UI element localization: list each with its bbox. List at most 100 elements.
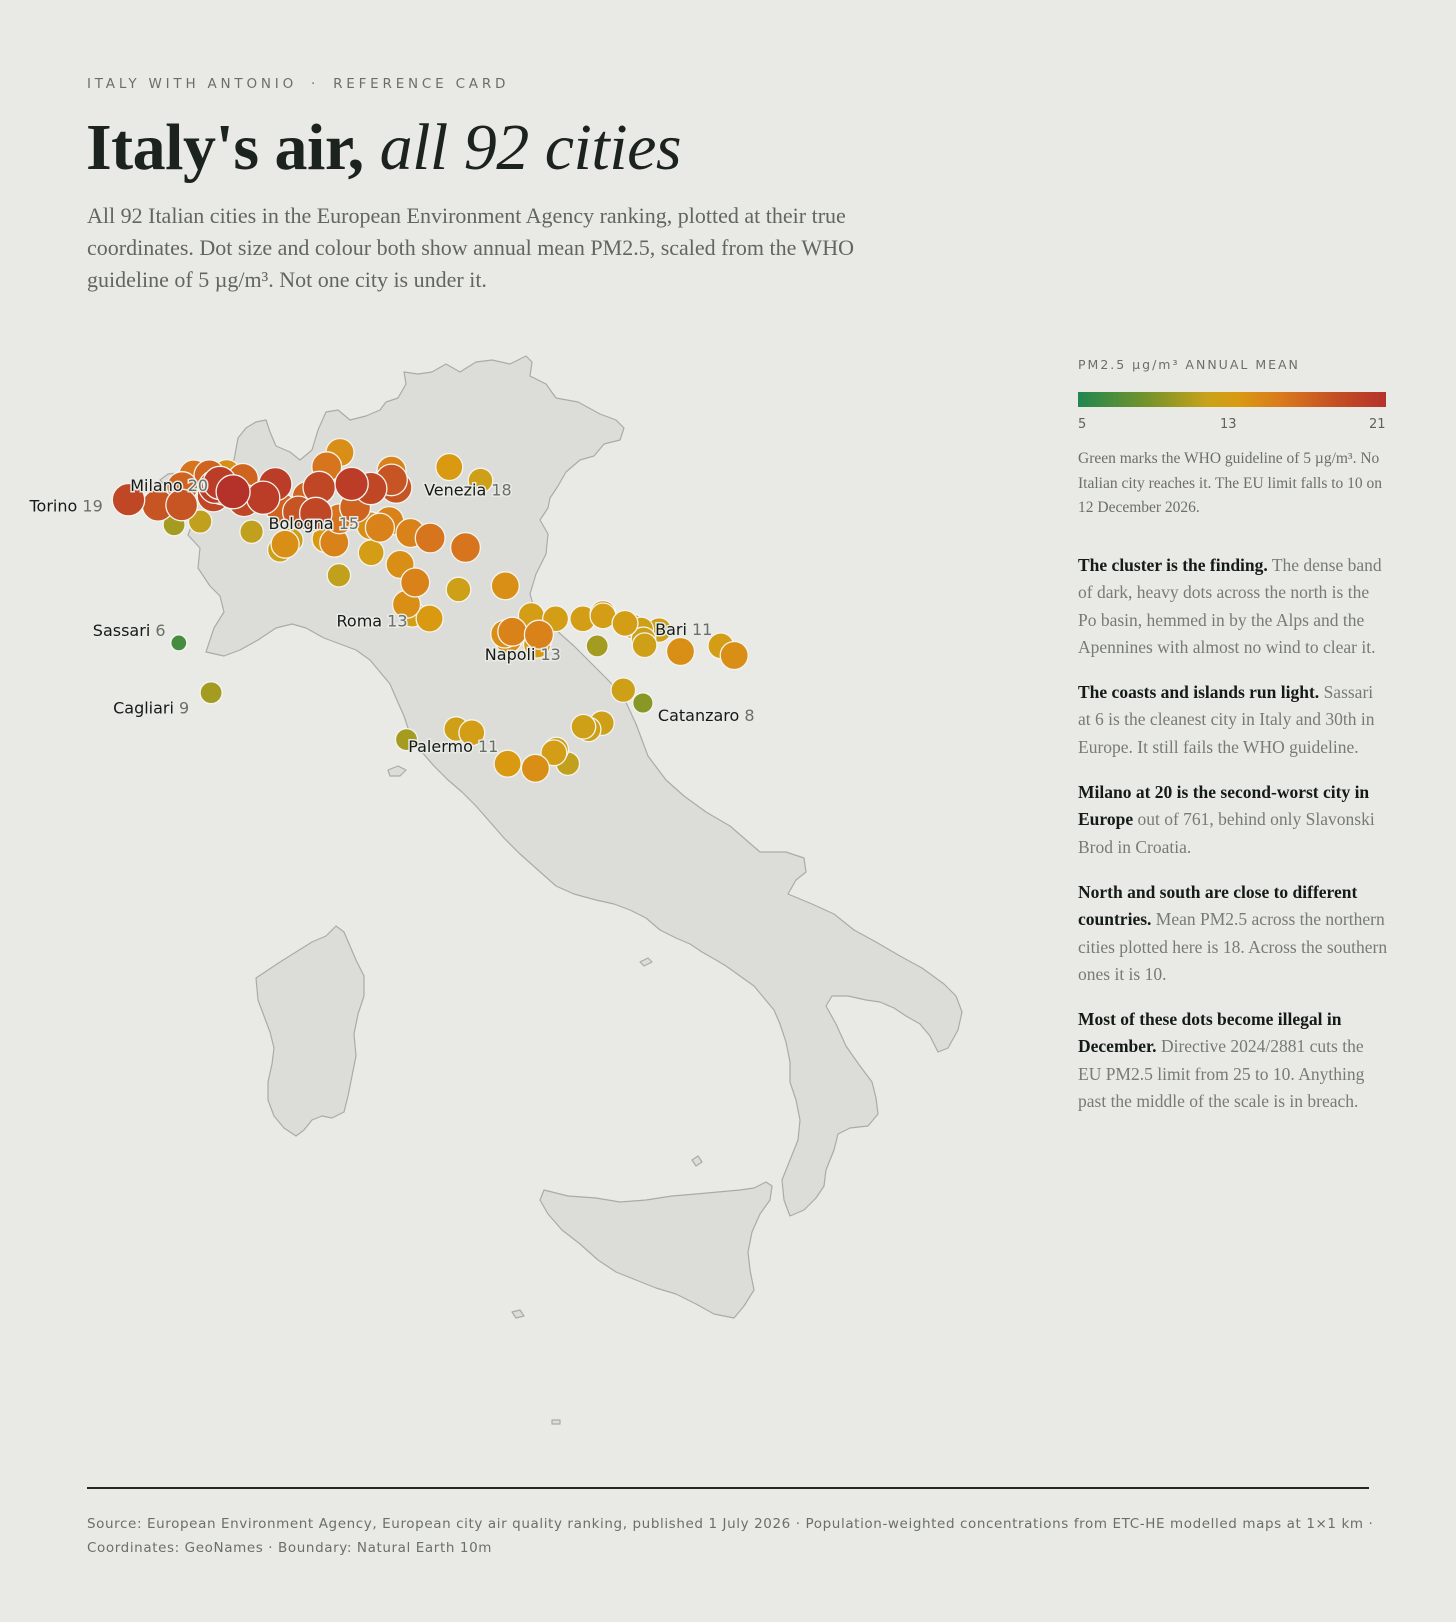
eyebrow: ITALY WITH ANTONIO · REFERENCE CARD xyxy=(87,76,509,92)
city-dot xyxy=(199,681,223,705)
city-label-value: 9 xyxy=(174,699,189,718)
lipari-outline xyxy=(691,1155,703,1167)
city-dot xyxy=(520,753,551,783)
city-dot xyxy=(187,509,213,534)
source-note: Source: European Environment Agency, Eur… xyxy=(87,1516,1374,1556)
city-dot xyxy=(435,452,464,482)
city-dot xyxy=(445,576,472,603)
page-title: Italy's air, all 92 cities xyxy=(86,108,682,188)
city-label-torino: Torino 19 xyxy=(29,497,103,516)
city-dot xyxy=(364,512,396,543)
city-dot xyxy=(585,634,609,658)
city-dot xyxy=(467,467,494,494)
city-label-value: 6 xyxy=(150,621,165,640)
city-label-name: Napoli xyxy=(485,645,536,664)
city-dot xyxy=(394,727,419,752)
finding-milano: Milano at 20 is the second-worst city in… xyxy=(1078,782,1375,857)
city-dot xyxy=(490,571,520,601)
city-label-venezia: Venezia 18 xyxy=(424,481,512,500)
italy-map: Milano 20 Venezia 18 Torino 19 Bologna 15 Ro… xyxy=(27,355,963,1425)
city-dot xyxy=(449,531,482,564)
title-bold: Italy's air, xyxy=(86,111,364,184)
city-label-value: 8 xyxy=(739,706,754,725)
city-dot xyxy=(165,488,199,522)
city-label-value: 18 xyxy=(486,481,511,500)
city-label-name: Cagliari xyxy=(113,699,174,718)
city-label-catanzaro: Catanzaro 8 xyxy=(658,706,755,725)
city-dot xyxy=(270,529,300,559)
city-label-cagliari: Cagliari 9 xyxy=(113,699,189,718)
footer-divider xyxy=(87,1487,1369,1489)
city-dot xyxy=(414,522,446,554)
city-dot xyxy=(631,632,658,659)
city-dot xyxy=(415,604,444,633)
city-dot xyxy=(400,567,431,598)
city-dot xyxy=(610,677,637,704)
city-dot xyxy=(334,466,369,502)
city-dot xyxy=(215,474,251,510)
finding-cluster: The cluster is the finding. The dense ba… xyxy=(1078,555,1382,657)
legend-mid: 13 xyxy=(1220,417,1237,432)
findings-list: The cluster is the finding. The dense ba… xyxy=(1078,552,1388,1133)
city-label-name: Milano xyxy=(130,476,182,495)
city-label-value: 11 xyxy=(687,620,712,639)
city-dot xyxy=(245,480,281,515)
eyebrow-section: REFERENCE CARD xyxy=(333,76,510,92)
city-label-sassari: Sassari 6 xyxy=(93,621,166,640)
city-dot xyxy=(458,719,486,747)
city-label-milano: Milano 20 xyxy=(130,476,208,495)
city-label-name: Catanzaro xyxy=(658,706,739,725)
sardinia-outline xyxy=(255,925,365,1137)
city-dot xyxy=(111,482,146,517)
city-dot xyxy=(719,640,749,671)
city-label-value: 11 xyxy=(473,737,498,756)
city-label-name: Torino xyxy=(29,497,78,516)
lampedusa-outline xyxy=(551,1419,561,1425)
city-label-value: 15 xyxy=(334,514,359,533)
city-label-name: Sassari xyxy=(93,621,150,640)
city-dot xyxy=(298,496,333,531)
legend-min: 5 xyxy=(1078,417,1087,432)
dek: All 92 Italian cities in the European En… xyxy=(87,203,854,292)
city-label-value: 13 xyxy=(535,645,560,664)
legend-note: Green marks the WHO guideline of 5 µg/m³… xyxy=(1078,450,1383,516)
city-dot xyxy=(570,713,597,740)
eyebrow-separator: · xyxy=(311,76,320,92)
city-label-name: Bari xyxy=(655,620,687,639)
city-dot xyxy=(239,519,264,545)
city-label-name: Palermo xyxy=(408,737,473,756)
mainland-outline xyxy=(159,355,963,1217)
city-dot xyxy=(611,609,639,637)
city-dot xyxy=(170,634,188,652)
city-dot xyxy=(357,539,385,567)
city-label-palermo: Palermo 11 xyxy=(408,737,498,756)
city-dot xyxy=(632,692,654,714)
elba-outline xyxy=(387,765,407,777)
city-dots xyxy=(111,437,749,783)
capri-outline xyxy=(639,957,653,967)
city-label-value: 19 xyxy=(77,497,102,516)
title-italic: all 92 cities xyxy=(379,111,682,184)
legend-max: 21 xyxy=(1369,417,1386,432)
city-label-name: Bologna xyxy=(269,514,334,533)
city-labels: Milano 20 Venezia 18 Torino 19 Bologna 15 Ro… xyxy=(27,474,756,757)
finding-north-south: North and south are close to different c… xyxy=(1078,881,1388,984)
sicily-outline xyxy=(539,1181,773,1319)
city-dot xyxy=(497,616,528,647)
legend-color-scale xyxy=(1078,392,1386,407)
city-label-name: Roma xyxy=(337,611,383,630)
city-label-napoli: Napoli 13 xyxy=(485,645,561,664)
city-label-value: 20 xyxy=(183,476,208,495)
pantelleria-outline xyxy=(511,1309,525,1319)
eyebrow-brand: ITALY WITH ANTONIO xyxy=(87,76,298,92)
city-dot xyxy=(540,739,568,767)
city-dot xyxy=(523,619,555,650)
finding-coasts: The coasts and islands run light. Sassar… xyxy=(1078,682,1375,757)
city-dot xyxy=(665,636,696,667)
city-label-bari: Bari 11 xyxy=(655,620,712,639)
city-dot xyxy=(493,749,522,778)
city-label-value: 13 xyxy=(382,611,407,630)
finding-december: Most of these dots become illegal in Dec… xyxy=(1078,1009,1365,1112)
city-dot xyxy=(326,562,352,588)
italy-landmass xyxy=(159,355,963,1425)
